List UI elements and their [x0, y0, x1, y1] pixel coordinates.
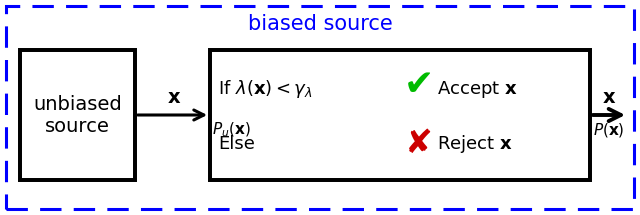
- Text: ✘: ✘: [405, 127, 433, 160]
- Text: unbiased
source: unbiased source: [33, 95, 122, 135]
- Text: Reject $\mathbf{x}$: Reject $\mathbf{x}$: [437, 133, 513, 155]
- Text: $\mathbf{x}$: $\mathbf{x}$: [167, 88, 182, 107]
- Bar: [210, 50, 590, 180]
- Text: biased source: biased source: [248, 14, 392, 34]
- Text: $P_u(\mathbf{x})$: $P_u(\mathbf{x})$: [212, 121, 251, 139]
- Text: Accept $\mathbf{x}$: Accept $\mathbf{x}$: [437, 78, 518, 100]
- Text: ✔: ✔: [404, 68, 434, 102]
- Text: $P(\mathbf{x})$: $P(\mathbf{x})$: [593, 121, 625, 139]
- Text: If $\lambda(\mathbf{x}) < \gamma_\lambda$: If $\lambda(\mathbf{x}) < \gamma_\lambda…: [218, 78, 312, 100]
- Bar: [20, 50, 135, 180]
- Text: Else: Else: [218, 135, 255, 153]
- Text: $\mathbf{x}$: $\mathbf{x}$: [602, 88, 616, 107]
